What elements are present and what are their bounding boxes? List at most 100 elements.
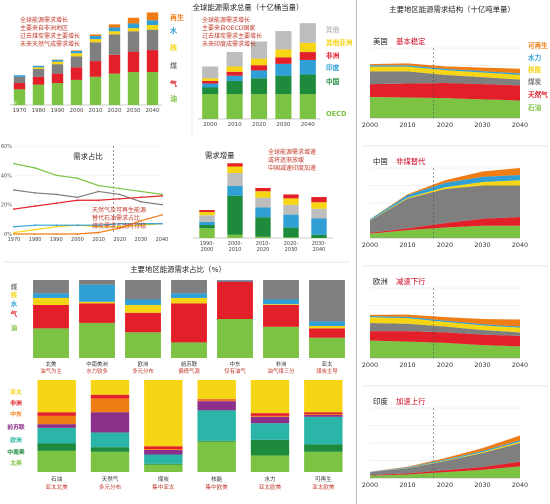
bar-segment [70,51,83,54]
series-line [13,223,162,228]
annotation: 替代石油需求占比 [92,214,140,222]
series-line [13,223,163,234]
series-line [13,189,163,206]
tick-label: 40% [1,173,12,179]
tick-label: 2000- [228,241,243,247]
legend-label: 可再生 [528,41,548,50]
bar-segment [171,297,207,304]
tick-label-line2: 2020 [257,247,270,253]
annotation: 或将逐渐放缓 [268,156,304,164]
tick-label: 2040 [146,108,160,114]
bar-segment [146,72,159,105]
tick-label: 2040 [301,122,315,128]
bar-segment [202,87,219,95]
data-point [34,192,37,194]
vertical-divider [356,0,357,504]
bar-segment [309,337,345,358]
bar-segment [33,293,69,298]
bar-segment [79,284,115,302]
tick-label-line2: 2030 [285,247,298,253]
tick-label: 2000 [362,121,378,129]
bar-segment [250,455,290,472]
legend-label: 气 [169,79,177,88]
bar-segment [197,441,236,472]
bar-segment [90,398,130,413]
category-caption: 油气为主 [40,367,62,375]
bar-segment [311,218,327,235]
area-series [370,217,520,234]
bar-segment [197,399,236,401]
bar-segment [263,280,299,300]
bar-segment [299,94,316,119]
bar-segment [90,447,130,452]
bar-segment [202,94,219,119]
bar-segment [197,380,236,400]
data-point [34,205,37,208]
data-point [76,199,79,202]
category-label: 水力 [264,475,276,483]
data-point [76,177,79,180]
bar-segment [70,53,83,57]
bar-segment [144,380,183,447]
series-line [13,195,163,210]
panel-title: 印度 [373,397,388,406]
chart-title: 主要地区能源需求占比（%） [130,265,226,274]
bar-segment [227,166,243,173]
category-caption: 仅有油气 [224,367,246,375]
bar-segment [263,304,299,305]
bar-segment [79,303,115,323]
tick-label: 2000 [362,241,378,249]
legend-label: 其他 [326,25,340,34]
tick-label: 0% [4,232,12,238]
tick-label: 20% [1,203,12,209]
bar-segment [51,59,64,62]
legend-label: 中南美 [7,448,25,456]
legend-label: 其他亚洲 [326,38,353,47]
tick-label: 1990- [200,241,215,247]
bar-segment [33,328,69,358]
bar-segment [275,75,292,95]
legend-label: 再生 [170,13,184,22]
bar-segment [89,61,102,77]
area-series [370,323,520,336]
data-point [55,193,58,196]
legend-label: 前苏联 [7,423,25,431]
bar-segment [255,236,271,238]
bar-segment [227,173,243,186]
bar-segment [250,58,268,66]
data-point [118,197,121,200]
data-point [139,219,142,222]
bar-segment [202,66,219,79]
bar-segment [70,50,83,52]
legend-label: 水 [170,26,178,35]
tick-label: 2040 [512,361,528,369]
annotation: 中国减速印度加速 [268,164,316,172]
area-series [370,340,520,358]
bar-segment [197,440,236,442]
legend-label: 中国 [326,77,340,86]
bar-segment [13,83,26,90]
bar-segment [309,321,345,327]
tick-label: 2010 [399,121,415,129]
bar-segment [125,280,161,300]
area-series [370,331,520,347]
category-caption: 集中亚太 [152,483,175,491]
tick-label: 2030- [312,241,327,247]
bar-segment [283,204,299,215]
bar-segment [108,34,121,55]
bar-segment [144,454,183,464]
bar-segment [146,24,159,30]
tick-label: 2040 [512,481,528,489]
bar-segment [127,17,140,24]
tick-label-line2: 2000 [201,247,214,253]
tick-label: 1990 [50,237,63,243]
tick-label: 1980 [32,108,46,114]
annotation: 天然气及可再生能源 [92,206,146,214]
tick-label: 2020 [437,241,453,249]
category-label: 非洲 [276,360,287,368]
area-series [370,71,520,86]
data-point [13,233,15,235]
category-label: 天然气 [102,475,119,483]
bar-segment [199,210,215,212]
bar-segment [146,29,159,51]
